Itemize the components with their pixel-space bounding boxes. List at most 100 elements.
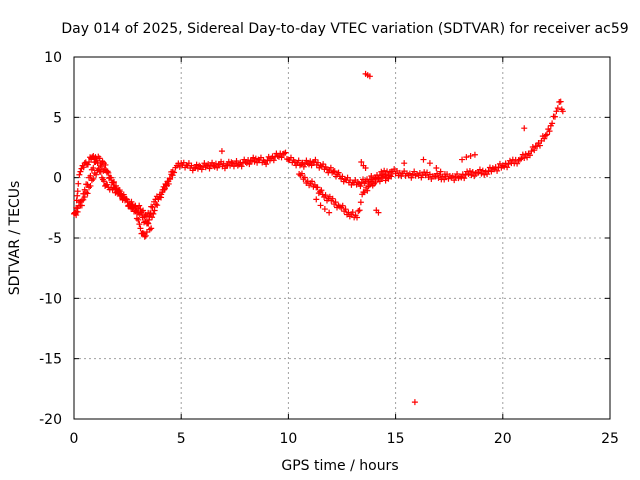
- data-point: [534, 143, 541, 150]
- data-point: [485, 167, 492, 174]
- data-point: [462, 171, 469, 178]
- data-point: [90, 175, 97, 182]
- data-point: [158, 194, 165, 201]
- data-point: [357, 199, 364, 206]
- data-point: [481, 171, 488, 178]
- data-point: [381, 167, 388, 174]
- data-point: [145, 220, 152, 227]
- x-axis-label: GPS time / hours: [281, 458, 398, 474]
- data-point: [468, 172, 475, 179]
- y-tick-label: -5: [48, 231, 62, 247]
- data-point: [278, 154, 285, 161]
- axis-ticks: 0 5 10 15 20 25 -20 -15 -10 -5 0 5 10: [39, 50, 619, 447]
- data-point: [161, 185, 168, 192]
- data-point: [84, 181, 91, 188]
- data-point: [77, 168, 84, 175]
- x-tick-label: 20: [494, 431, 512, 447]
- data-point: [466, 167, 473, 174]
- data-point: [436, 172, 443, 179]
- data-point: [471, 151, 478, 158]
- data-point: [96, 155, 103, 162]
- data-point: [420, 156, 427, 163]
- data-point: [458, 174, 465, 181]
- data-point: [486, 164, 493, 171]
- data-point: [113, 182, 120, 189]
- x-tick-label: 25: [601, 431, 619, 447]
- data-point: [502, 160, 509, 167]
- data-point: [366, 73, 373, 80]
- data-point: [467, 152, 474, 159]
- data-point: [136, 221, 143, 228]
- data-point: [73, 212, 80, 219]
- data-point: [332, 199, 339, 206]
- data-point: [169, 172, 176, 179]
- data-point: [469, 168, 476, 175]
- data-point: [356, 207, 363, 214]
- data-point: [263, 161, 270, 168]
- data-point: [80, 164, 87, 171]
- data-point: [376, 178, 383, 185]
- data-point: [355, 207, 362, 214]
- data-point: [90, 165, 97, 172]
- data-point: [318, 187, 325, 194]
- x-tick-label: 15: [387, 431, 405, 447]
- data-points: [71, 70, 566, 406]
- data-point: [84, 190, 91, 197]
- y-tick-label: -20: [39, 412, 62, 428]
- data-point: [557, 98, 564, 105]
- data-point: [313, 196, 320, 203]
- data-point: [149, 214, 156, 221]
- data-point: [501, 163, 508, 170]
- data-point: [110, 179, 117, 186]
- data-point: [549, 120, 556, 127]
- data-point: [542, 132, 549, 139]
- data-point: [406, 170, 413, 177]
- data-point: [476, 166, 483, 173]
- data-point: [168, 171, 175, 178]
- data-point: [372, 179, 379, 186]
- data-point: [354, 214, 361, 221]
- data-point: [531, 147, 538, 154]
- data-point: [479, 167, 486, 174]
- data-point: [308, 162, 315, 169]
- data-point: [437, 168, 444, 175]
- data-point: [233, 158, 240, 165]
- data-point: [86, 158, 93, 165]
- data-point: [459, 171, 466, 178]
- data-point: [148, 225, 155, 232]
- data-point: [494, 167, 501, 174]
- data-point: [87, 182, 94, 189]
- data-point: [463, 154, 470, 161]
- data-point: [149, 204, 156, 211]
- data-point: [308, 178, 315, 185]
- data-point: [74, 208, 81, 215]
- data-point: [441, 171, 448, 178]
- data-point: [553, 108, 560, 115]
- data-point: [301, 174, 308, 181]
- data-point: [75, 180, 82, 187]
- data-point: [366, 181, 373, 188]
- data-point: [78, 202, 85, 209]
- data-point: [159, 189, 166, 196]
- chart-title: Day 014 of 2025, Sidereal Day-to-day VTE…: [61, 21, 628, 37]
- data-point: [140, 207, 147, 214]
- y-tick-label: -10: [39, 291, 62, 307]
- data-point: [526, 152, 533, 159]
- data-point: [528, 148, 535, 155]
- data-point: [349, 209, 356, 216]
- data-point: [375, 209, 382, 216]
- data-point: [135, 216, 142, 223]
- data-point: [336, 203, 343, 210]
- x-tick-label: 5: [177, 431, 186, 447]
- data-point: [554, 105, 561, 112]
- data-point: [321, 206, 328, 213]
- data-point: [282, 149, 289, 156]
- data-point: [409, 171, 416, 178]
- data-point: [504, 164, 511, 171]
- data-point: [435, 174, 442, 181]
- data-point: [541, 135, 548, 142]
- data-point: [123, 195, 130, 202]
- data-point: [102, 161, 109, 168]
- data-point: [298, 170, 305, 177]
